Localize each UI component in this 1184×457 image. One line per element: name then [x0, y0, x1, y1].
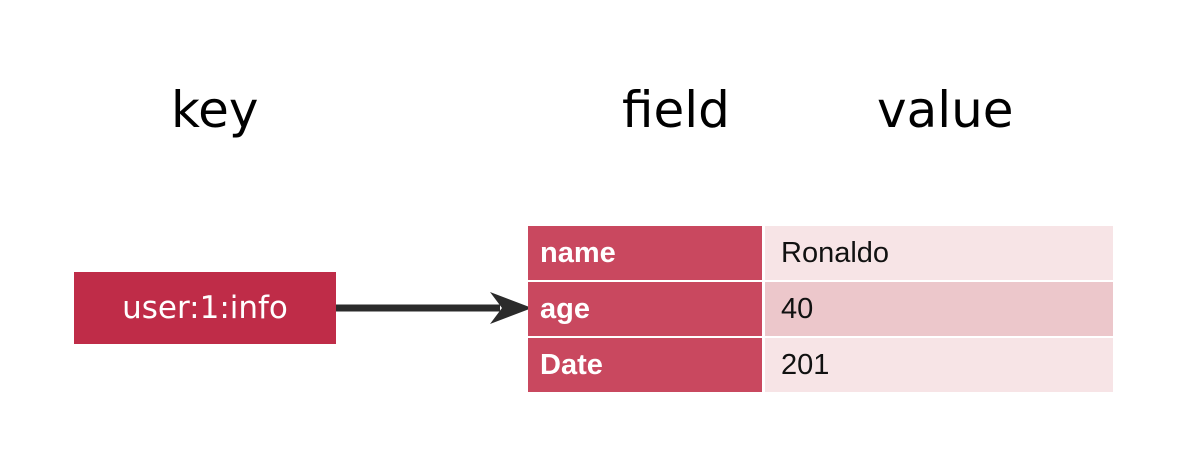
key-box: user:1:info	[74, 272, 336, 344]
hash-value-cell: Ronaldo	[765, 226, 1113, 280]
hash-row-age: age 40	[528, 282, 1113, 336]
hash-field-cell: Date	[528, 338, 762, 392]
value-header: value	[877, 81, 1014, 139]
hash-table: name Ronaldo age 40 Date 201	[528, 226, 1113, 392]
arrow-head	[490, 292, 532, 324]
hash-field-cell: name	[528, 226, 762, 280]
arrow-right-icon	[336, 292, 532, 324]
hash-value-cell: 201	[765, 338, 1113, 392]
key-box-label: user:1:info	[122, 290, 288, 326]
hash-field-cell: age	[528, 282, 762, 336]
hash-value-cell: 40	[765, 282, 1113, 336]
hash-row-date: Date 201	[528, 338, 1113, 392]
key-header: key	[171, 81, 259, 139]
hash-row-name: name Ronaldo	[528, 226, 1113, 280]
field-header: field	[622, 81, 730, 139]
